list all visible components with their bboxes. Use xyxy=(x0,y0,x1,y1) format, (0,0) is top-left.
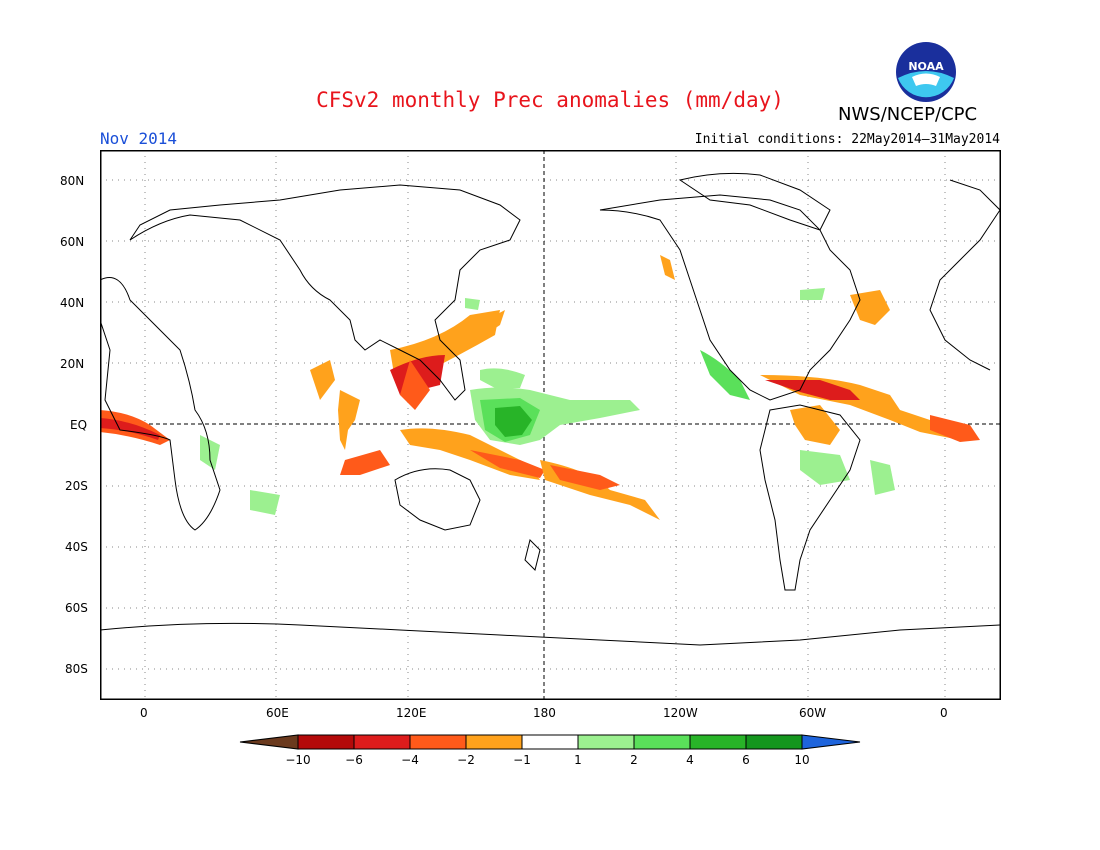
initial-conditions: Initial conditions: 22May2014–31May2014 xyxy=(694,132,1000,147)
colorbar-box xyxy=(465,734,523,750)
colorbar-tick-label: 4 xyxy=(686,753,694,767)
coastlines xyxy=(99,172,1001,646)
map-title: CFSv2 monthly Prec anomalies (mm/day) xyxy=(316,88,784,112)
colorbar: −10 −6 −4 −2 −1 1 2 4 6 10 xyxy=(238,733,862,773)
colorbar-box xyxy=(689,734,747,750)
lat-label-80s: 80S xyxy=(65,662,88,676)
lat-label-eq: EQ xyxy=(70,418,88,432)
noaa-logo: NOAA xyxy=(894,40,958,108)
colorbar-tick-label: −1 xyxy=(513,753,531,767)
colorbar-box xyxy=(353,734,411,750)
colorbar-box xyxy=(633,734,691,750)
colorbar-tick-label: −6 xyxy=(345,753,363,767)
lon-label-120e: 120E xyxy=(396,706,427,720)
lat-label-80n: 80N xyxy=(60,174,85,188)
lat-label-20n: 20N xyxy=(60,357,85,371)
colorbar-tick-label: −2 xyxy=(457,753,475,767)
colorbar-arrow-high xyxy=(801,734,861,750)
colorbar-box xyxy=(521,734,579,750)
colorbar-box xyxy=(409,734,467,750)
graticule xyxy=(100,150,1001,700)
colorbar-tick-label: 2 xyxy=(630,753,638,767)
lon-label-0-east: 0 xyxy=(940,706,948,720)
lat-label-60n: 60N xyxy=(60,235,85,249)
colorbar-tick-label: 1 xyxy=(574,753,582,767)
colorbar-tick-label: 10 xyxy=(794,753,809,767)
colorbar-box xyxy=(577,734,635,750)
lat-label-20s: 20S xyxy=(65,479,88,493)
logo-text: NOAA xyxy=(908,60,944,73)
agency-label: NWS/NCEP/CPC xyxy=(838,104,978,125)
lat-label-40s: 40S xyxy=(65,540,88,554)
colorbar-box xyxy=(745,734,803,750)
lon-label-0: 0 xyxy=(140,706,148,720)
colorbar-graphic: −10 −6 −4 −2 −1 1 2 4 6 10 xyxy=(239,734,861,767)
lon-label-180: 180 xyxy=(533,706,556,720)
lon-label-60e: 60E xyxy=(266,706,289,720)
colorbar-tick-label: 6 xyxy=(742,753,750,767)
lat-label-60s: 60S xyxy=(65,601,88,615)
anomaly-shading xyxy=(100,255,980,520)
colorbar-arrow-low xyxy=(239,734,299,750)
forecast-month: Nov 2014 xyxy=(100,129,178,148)
lat-label-40n: 40N xyxy=(60,296,85,310)
colorbar-box xyxy=(297,734,355,750)
colorbar-tick-label: −10 xyxy=(285,753,310,767)
lon-label-120w: 120W xyxy=(663,706,698,720)
precip-anomaly-map xyxy=(99,149,1002,704)
colorbar-tick-label: −4 xyxy=(401,753,419,767)
lon-label-60w: 60W xyxy=(799,706,827,720)
